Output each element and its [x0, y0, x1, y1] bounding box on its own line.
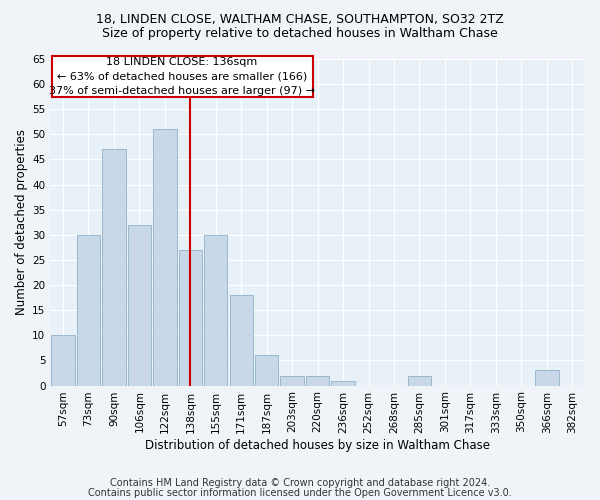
Text: 18, LINDEN CLOSE, WALTHAM CHASE, SOUTHAMPTON, SO32 2TZ: 18, LINDEN CLOSE, WALTHAM CHASE, SOUTHAM…: [96, 12, 504, 26]
Bar: [128, 225, 151, 386]
Bar: [280, 376, 304, 386]
Text: Size of property relative to detached houses in Waltham Chase: Size of property relative to detached ho…: [102, 28, 498, 40]
Text: 18 LINDEN CLOSE: 136sqm
← 63% of detached houses are smaller (166)
37% of semi-d: 18 LINDEN CLOSE: 136sqm ← 63% of detache…: [49, 57, 315, 96]
Bar: [331, 380, 355, 386]
Bar: [102, 150, 125, 386]
FancyBboxPatch shape: [52, 56, 313, 96]
Bar: [535, 370, 559, 386]
Bar: [306, 376, 329, 386]
Bar: [255, 356, 278, 386]
Bar: [230, 295, 253, 386]
Y-axis label: Number of detached properties: Number of detached properties: [15, 130, 28, 316]
Bar: [179, 250, 202, 386]
Text: Contains HM Land Registry data © Crown copyright and database right 2024.: Contains HM Land Registry data © Crown c…: [110, 478, 490, 488]
Text: Contains public sector information licensed under the Open Government Licence v3: Contains public sector information licen…: [88, 488, 512, 498]
Bar: [408, 376, 431, 386]
X-axis label: Distribution of detached houses by size in Waltham Chase: Distribution of detached houses by size …: [145, 440, 490, 452]
Bar: [153, 130, 176, 386]
Bar: [204, 235, 227, 386]
Bar: [51, 336, 75, 386]
Bar: [77, 235, 100, 386]
